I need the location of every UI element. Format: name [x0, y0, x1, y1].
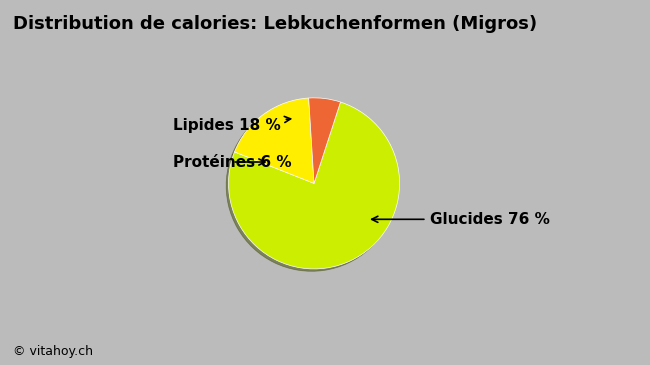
Text: Lipides 18 %: Lipides 18 % [173, 116, 291, 133]
Text: Distribution de calories: Lebkuchenformen (Migros): Distribution de calories: Lebkuchenforme… [13, 15, 537, 32]
Text: Protéines 6 %: Protéines 6 % [173, 154, 292, 169]
Wedge shape [309, 98, 341, 183]
Text: Glucides 76 %: Glucides 76 % [372, 212, 549, 227]
Text: © vitahoy.ch: © vitahoy.ch [13, 345, 93, 358]
Wedge shape [235, 98, 314, 183]
Wedge shape [229, 102, 400, 269]
